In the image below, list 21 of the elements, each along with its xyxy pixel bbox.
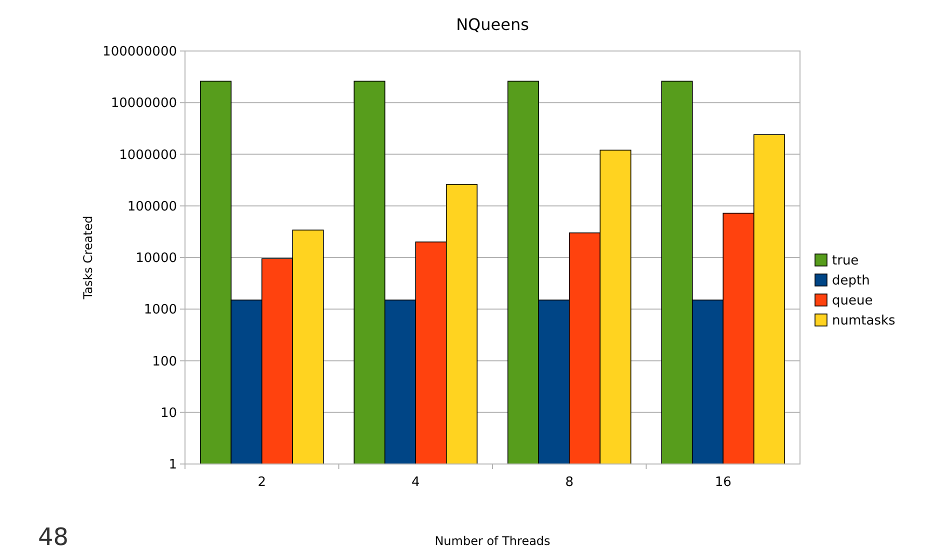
legend-label: depth <box>832 274 870 289</box>
x-tick-label: 2 <box>258 475 266 490</box>
y-tick-label: 100000000 <box>102 44 177 60</box>
y-tick-label: 1 <box>168 458 177 473</box>
x-axis-title: Number of Threads <box>434 534 550 548</box>
y-tick-label: 1000 <box>144 302 177 318</box>
x-tick-label: 8 <box>565 475 574 490</box>
y-tick-label: 100 <box>152 354 177 370</box>
chart-title: NQueens <box>456 15 529 34</box>
y-tick-label: 1000000 <box>119 148 177 163</box>
x-tick-label: 4 <box>411 475 420 490</box>
y-tick-label: 10000000 <box>110 96 177 112</box>
y-tick-label: 10 <box>160 406 177 421</box>
y-axis-title: Tasks Created <box>81 216 95 300</box>
legend-label: true <box>832 254 859 269</box>
x-tick-label: 16 <box>714 475 732 490</box>
y-tick-label: 10000 <box>136 251 177 266</box>
legend-label: queue <box>832 294 873 309</box>
y-tick-label: 100000 <box>127 199 177 214</box>
text: 48 <box>38 523 69 551</box>
legend-label: numtasks <box>832 314 896 329</box>
